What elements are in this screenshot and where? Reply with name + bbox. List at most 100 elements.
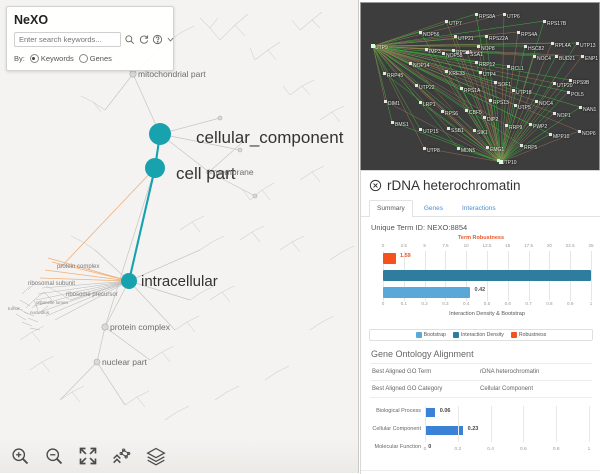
network-node[interactable] bbox=[486, 146, 489, 149]
network-node[interactable] bbox=[483, 116, 486, 119]
network-node[interactable] bbox=[543, 20, 546, 23]
gridline bbox=[490, 406, 492, 442]
radio-keywords[interactable]: Keywords bbox=[29, 54, 74, 63]
search-input[interactable] bbox=[14, 32, 121, 47]
network-node-label: NOP14 bbox=[413, 63, 430, 69]
network-node[interactable] bbox=[553, 82, 556, 85]
network-node[interactable] bbox=[452, 49, 455, 52]
tree-node-intracellular[interactable] bbox=[121, 273, 137, 289]
radio-keywords-dot bbox=[29, 54, 39, 63]
network-node[interactable] bbox=[514, 104, 517, 107]
network-node[interactable] bbox=[567, 91, 570, 94]
network-node[interactable] bbox=[425, 48, 428, 51]
bottom-axis-tick: 0.9 bbox=[566, 301, 574, 306]
network-node-label: NOP6 bbox=[582, 131, 596, 137]
network-node[interactable] bbox=[529, 123, 532, 126]
tree-node-cellular-component[interactable] bbox=[149, 123, 171, 145]
network-node[interactable] bbox=[497, 159, 500, 162]
network-node[interactable] bbox=[445, 70, 448, 73]
zoom-out-icon[interactable] bbox=[44, 446, 64, 466]
tree-node-cell-part[interactable] bbox=[145, 158, 165, 178]
network-node[interactable] bbox=[503, 13, 506, 16]
tab-summary[interactable]: Summary bbox=[369, 200, 413, 217]
network-node[interactable] bbox=[524, 45, 527, 48]
search-panel[interactable]: NeXO bbox=[6, 6, 174, 71]
fit-screen-icon[interactable] bbox=[78, 446, 98, 466]
network-node-label: BUD21 bbox=[559, 56, 576, 62]
network-node[interactable] bbox=[460, 87, 463, 90]
network-node[interactable] bbox=[579, 106, 582, 109]
network-node[interactable] bbox=[454, 35, 457, 38]
network-node-label: DIM1 bbox=[388, 101, 400, 107]
network-node[interactable] bbox=[419, 101, 422, 104]
network-node-label: CBF5 bbox=[469, 110, 482, 116]
refresh-icon[interactable] bbox=[138, 33, 149, 46]
ontology-tree-panel[interactable]: cellular_component cell part intracellul… bbox=[0, 0, 359, 473]
tab-genes[interactable]: Genes bbox=[423, 205, 443, 212]
network-node[interactable] bbox=[576, 42, 579, 45]
network-node[interactable] bbox=[535, 100, 538, 103]
network-node-label: NOP58 bbox=[446, 53, 463, 59]
legend-item-interaction-density: Interaction Density bbox=[452, 332, 504, 338]
network-node[interactable] bbox=[517, 31, 520, 34]
ontology-tree-graph[interactable] bbox=[0, 0, 358, 473]
layers-icon[interactable] bbox=[146, 446, 166, 466]
network-node[interactable] bbox=[473, 129, 476, 132]
network-node[interactable] bbox=[551, 42, 554, 45]
network-node[interactable] bbox=[391, 121, 394, 124]
network-node-label: RPS8A bbox=[479, 14, 496, 20]
network-node[interactable] bbox=[447, 127, 450, 130]
network-node[interactable] bbox=[569, 79, 572, 82]
network-node[interactable] bbox=[553, 112, 556, 115]
network-node[interactable] bbox=[383, 72, 386, 75]
close-circle-icon[interactable] bbox=[369, 179, 382, 192]
network-node-label: UTP6 bbox=[507, 14, 520, 20]
network-node[interactable] bbox=[489, 99, 492, 102]
network-node[interactable] bbox=[409, 62, 412, 65]
search-icon[interactable] bbox=[124, 33, 135, 46]
collapse-icon[interactable] bbox=[112, 446, 132, 466]
help-icon[interactable] bbox=[152, 33, 163, 46]
view-toolbar bbox=[0, 439, 358, 473]
network-node[interactable] bbox=[581, 55, 584, 58]
network-node[interactable] bbox=[475, 13, 478, 16]
chevron-down-icon[interactable] bbox=[166, 33, 175, 46]
zoom-in-icon[interactable] bbox=[10, 446, 30, 466]
top-axis-tick: 12.5 bbox=[482, 243, 492, 248]
network-node[interactable] bbox=[555, 55, 558, 58]
network-node[interactable] bbox=[479, 71, 482, 74]
network-node[interactable] bbox=[442, 52, 445, 55]
network-node[interactable] bbox=[441, 110, 444, 113]
network-node[interactable] bbox=[423, 147, 426, 150]
tab-interactions[interactable]: Interactions bbox=[461, 205, 496, 212]
network-node[interactable] bbox=[507, 65, 510, 68]
go-row-key: Best Aligned GO Category bbox=[372, 386, 443, 392]
network-node[interactable] bbox=[475, 61, 478, 64]
bottom-axis-tick: 0.6 bbox=[504, 301, 511, 306]
network-node-label: UTP22 bbox=[419, 85, 435, 91]
network-node[interactable] bbox=[384, 100, 387, 103]
network-node[interactable] bbox=[578, 130, 581, 133]
section-title-biological-process: Biological Process bbox=[361, 470, 600, 474]
section-title-go-alignment: Gene Ontology Alignment bbox=[371, 349, 474, 359]
network-node[interactable] bbox=[466, 51, 469, 54]
gene-interaction-network[interactable]: UTP9 UTP7 NOP56 UTP21 RPS8A UTP6 RPS17B RPS4A RP… bbox=[360, 2, 600, 172]
network-node[interactable] bbox=[505, 124, 508, 127]
network-hub-node[interactable] bbox=[499, 160, 503, 164]
network-node[interactable] bbox=[533, 55, 536, 58]
network-node[interactable] bbox=[465, 109, 468, 112]
go-row-value: rDNA heterochromatin bbox=[480, 369, 540, 375]
network-node[interactable] bbox=[477, 45, 480, 48]
network-node[interactable] bbox=[494, 81, 497, 84]
network-node[interactable] bbox=[415, 84, 418, 87]
network-node[interactable] bbox=[419, 31, 422, 34]
network-node[interactable] bbox=[457, 147, 460, 150]
network-node[interactable] bbox=[512, 89, 515, 92]
network-node[interactable] bbox=[549, 133, 552, 136]
network-node[interactable] bbox=[419, 128, 422, 131]
network-hub-node[interactable] bbox=[371, 44, 375, 48]
network-node[interactable] bbox=[520, 144, 523, 147]
network-node[interactable] bbox=[485, 35, 488, 38]
network-node[interactable] bbox=[445, 20, 448, 23]
radio-genes[interactable]: Genes bbox=[78, 54, 112, 63]
